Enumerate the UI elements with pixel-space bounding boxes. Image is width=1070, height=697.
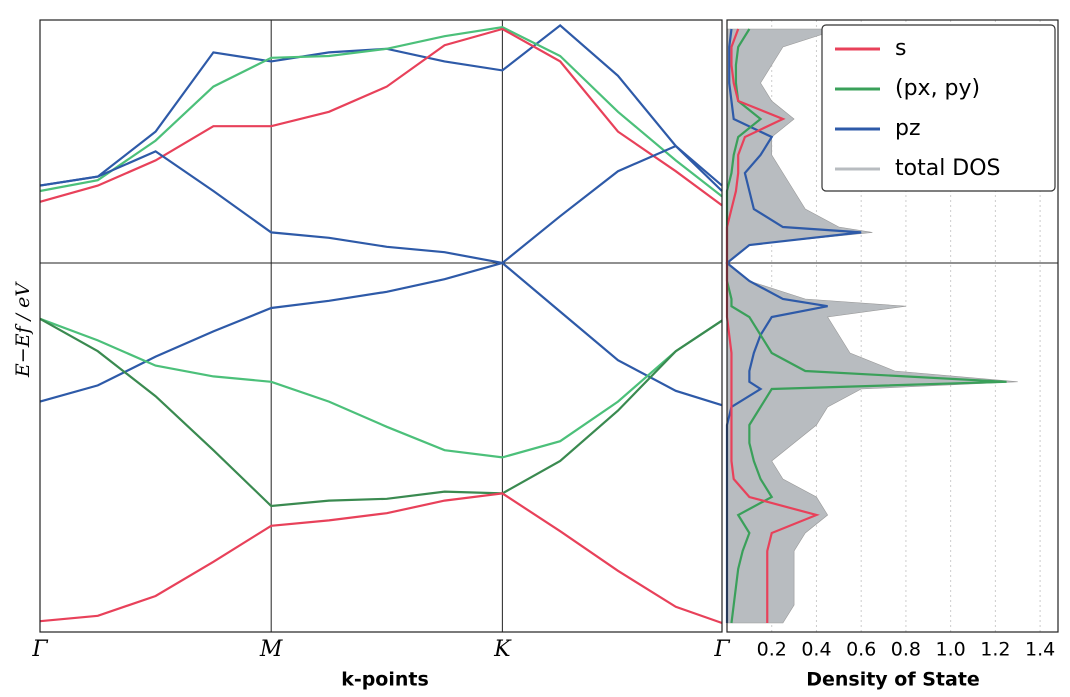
- x-tick-label: K: [493, 637, 512, 662]
- x-tick-label: 0.6: [846, 639, 876, 661]
- legend-label: total DOS: [895, 156, 1001, 181]
- legend-label: s: [895, 36, 906, 61]
- band-line: [39, 492, 723, 625]
- x-tick-label: Γ: [713, 637, 730, 662]
- legend-label: pz: [895, 116, 921, 141]
- x-tick-label: 0.2: [757, 639, 787, 661]
- legend-label: (px, py): [895, 76, 980, 101]
- band-line: [39, 26, 723, 198]
- band-line: [39, 317, 723, 459]
- x-tick-label: 1.4: [1025, 639, 1055, 661]
- band-line: [39, 27, 723, 207]
- x-tick-label: M: [259, 637, 283, 662]
- y-axis-label: E−Ef / eV: [12, 281, 34, 378]
- x-tick-label: 1.2: [980, 639, 1010, 661]
- band-line: [39, 144, 723, 265]
- plot-frame: [726, 19, 1059, 633]
- x-tick-label: 1.0: [936, 639, 966, 661]
- x-tick-label: Γ: [31, 637, 48, 662]
- band-line: [39, 261, 723, 407]
- x-axis-label: k-points: [341, 669, 429, 691]
- x-tick-label: 0.4: [801, 639, 831, 661]
- legend-box: [821, 24, 1056, 192]
- x-tick-label: 0.8: [891, 639, 921, 661]
- dos-area: [726, 28, 1018, 624]
- dos-line: [725, 28, 1007, 624]
- plot-frame: [39, 19, 723, 633]
- x-axis-label: Density of State: [806, 669, 980, 691]
- band-line: [39, 317, 723, 508]
